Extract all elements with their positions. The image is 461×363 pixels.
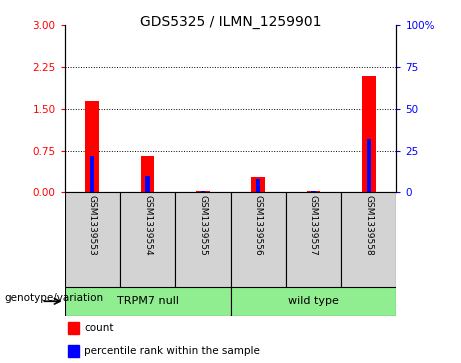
Bar xyxy=(68,322,79,334)
Bar xyxy=(230,287,396,316)
Bar xyxy=(120,192,175,287)
Text: GSM1339554: GSM1339554 xyxy=(143,195,152,256)
Bar xyxy=(90,156,95,192)
Bar xyxy=(65,192,120,287)
Text: wild type: wild type xyxy=(288,296,339,306)
Text: GSM1339556: GSM1339556 xyxy=(254,195,263,256)
Bar xyxy=(341,192,396,287)
Bar xyxy=(196,191,210,192)
Bar xyxy=(366,139,371,192)
Bar xyxy=(311,191,316,192)
Bar xyxy=(65,287,230,316)
Text: genotype/variation: genotype/variation xyxy=(5,293,104,303)
Bar xyxy=(201,191,205,192)
Bar xyxy=(85,101,99,192)
Text: GSM1339558: GSM1339558 xyxy=(364,195,373,256)
Text: TRPM7 null: TRPM7 null xyxy=(117,296,178,306)
Bar xyxy=(251,177,265,192)
Text: count: count xyxy=(84,323,114,333)
Bar xyxy=(145,176,150,192)
Text: GSM1339555: GSM1339555 xyxy=(198,195,207,256)
Text: GDS5325 / ILMN_1259901: GDS5325 / ILMN_1259901 xyxy=(140,15,321,29)
Bar xyxy=(256,179,260,192)
Bar xyxy=(286,192,341,287)
Bar xyxy=(230,192,286,287)
Bar xyxy=(362,76,376,192)
Bar xyxy=(175,192,230,287)
Bar xyxy=(141,156,154,192)
Text: percentile rank within the sample: percentile rank within the sample xyxy=(84,346,260,356)
Bar xyxy=(307,191,320,192)
Text: GSM1339557: GSM1339557 xyxy=(309,195,318,256)
Text: GSM1339553: GSM1339553 xyxy=(88,195,97,256)
Bar xyxy=(68,345,79,357)
